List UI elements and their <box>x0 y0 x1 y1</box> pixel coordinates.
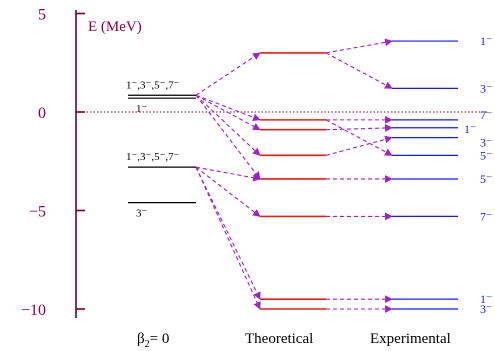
transition-arrows <box>195 38 393 313</box>
transition-arrow <box>195 166 261 310</box>
experimental-column-label: Experimental <box>370 331 451 347</box>
experimental-level-label: 7⁻ <box>480 209 492 223</box>
axis-tick-label: −5 <box>29 204 46 221</box>
energy-levels <box>128 40 458 310</box>
unperturbed-level-label: 1⁻ <box>136 103 148 115</box>
experimental-level-label: 1⁻ <box>480 292 492 306</box>
transition-arrow <box>325 135 393 156</box>
transition-arrow <box>325 124 393 132</box>
transition-arrow <box>195 166 261 300</box>
transition-arrow <box>325 52 393 89</box>
unperturbed-column-label: β2= 0 <box>137 331 169 350</box>
experimental-level-label: 1⁻ <box>464 122 476 136</box>
theoretical-column-label: Theoretical <box>245 331 313 347</box>
axis-tick-label: 5 <box>38 7 46 24</box>
transition-arrow <box>325 119 393 156</box>
unperturbed-level-label: 3⁻ <box>136 208 148 220</box>
experimental-level-label: 3⁻ <box>480 81 492 95</box>
experimental-level-label: 3⁻ <box>480 136 492 150</box>
experimental-level-label: 3⁻ <box>480 302 492 316</box>
experimental-level-label: 5⁻ <box>480 148 492 162</box>
transition-arrow <box>195 166 261 217</box>
axis-tick-label: 0 <box>38 105 46 122</box>
experimental-level-label: 1⁻ <box>480 34 492 48</box>
transition-arrow <box>325 38 393 54</box>
level-labels: 1⁻,3⁻,5⁻,7⁻1⁻1⁻,3⁻,5⁻,7⁻3⁻1⁻3⁻7⁻1⁻3⁻5⁻5⁻… <box>126 34 492 316</box>
experimental-level-label: 5⁻ <box>480 172 492 186</box>
axis-tick-label: −10 <box>21 302 46 319</box>
transition-arrow <box>195 94 261 121</box>
energy-axis: 5 0 −5 −10 <box>21 7 85 319</box>
transition-arrow <box>195 94 261 180</box>
unperturbed-level-label: 1⁻,3⁻,5⁻,7⁻ <box>126 79 180 91</box>
transition-arrow <box>195 94 261 156</box>
transition-arrow <box>195 52 261 96</box>
transition-arrow <box>195 166 261 182</box>
unperturbed-level-label: 1⁻,3⁻,5⁻,7⁻ <box>126 151 180 163</box>
axis-title: E (MeV) <box>88 19 142 35</box>
transition-arrow <box>195 94 261 131</box>
experimental-level-label: 7⁻ <box>480 108 492 122</box>
